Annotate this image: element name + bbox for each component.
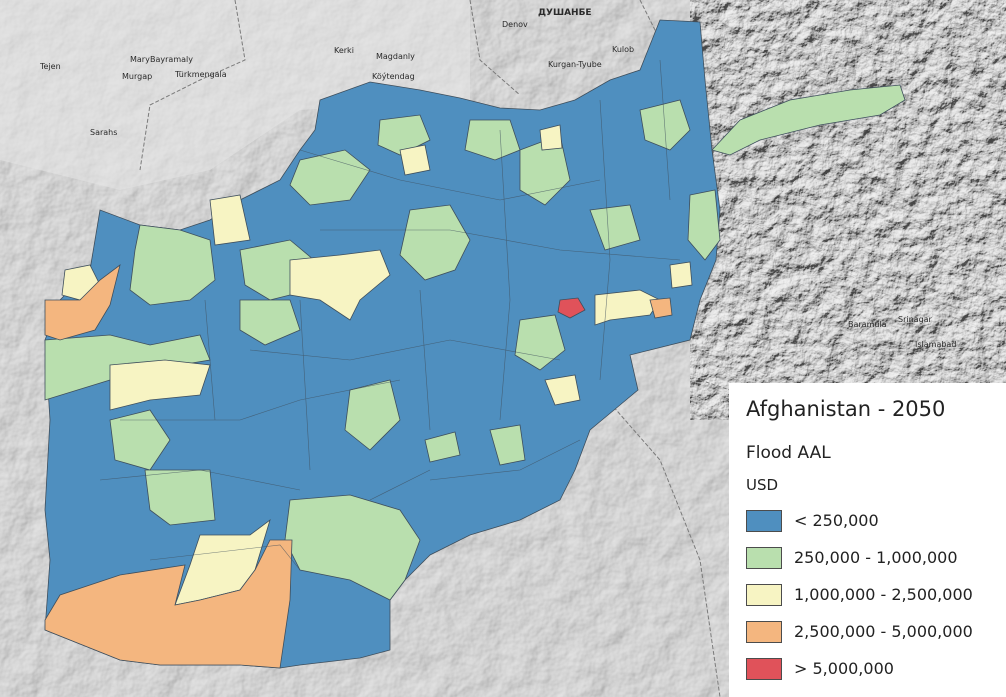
- district-region: [424, 431, 461, 463]
- legend-label: 250,000 - 1,000,000: [794, 548, 958, 567]
- district-region: [399, 144, 431, 176]
- district-region: [594, 289, 661, 326]
- place-label-islamabad: Islamabad: [915, 340, 957, 349]
- district-region: [289, 249, 391, 321]
- district-region: [344, 379, 401, 451]
- district-region: [544, 374, 581, 406]
- legend-label: 2,500,000 - 5,000,000: [794, 622, 973, 641]
- place-label-magdanly: Magdanly: [376, 52, 415, 61]
- legend-swatch: [746, 658, 782, 680]
- place-label-baramula: Baramula: [848, 320, 887, 329]
- district-region: [399, 204, 471, 281]
- plain-light-north: [0, 0, 470, 190]
- legend-swatch: [746, 510, 782, 532]
- place-label-bayramaly: Bayramaly: [150, 55, 193, 64]
- district-region: [109, 409, 171, 471]
- district-region: [687, 189, 721, 261]
- district-region: [489, 424, 526, 466]
- district-region: [44, 264, 121, 341]
- district-region: [239, 299, 301, 346]
- place-label-dushanbe: ДУШАНБЕ: [538, 8, 592, 18]
- district-region: [557, 297, 586, 319]
- place-label-murgap: Murgap: [122, 72, 153, 81]
- place-label-tejen: Tejen: [40, 62, 61, 71]
- place-label-denov: Denov: [502, 20, 528, 29]
- place-label-srinagar: Srinagar: [898, 315, 932, 324]
- district-region: [539, 124, 563, 151]
- place-label-mary: Mary: [130, 55, 150, 64]
- district-region: [589, 204, 641, 251]
- district-region: [711, 84, 906, 156]
- place-label-kulob: Kulob: [612, 45, 635, 54]
- district-region: [129, 224, 216, 306]
- legend-item-gt-5m: > 5,000,000: [746, 658, 1001, 680]
- afghanistan-districts: [44, 19, 906, 669]
- legend-swatch: [746, 621, 782, 643]
- legend-swatch: [746, 547, 782, 569]
- mountain-relief-east: [690, 0, 1006, 420]
- district-region: [284, 494, 421, 601]
- district-region: [109, 359, 211, 411]
- legend-item-2-5m-5m: 2,500,000 - 5,000,000: [746, 621, 1001, 643]
- district-region: [649, 297, 673, 319]
- legend-subtitle: Flood AAL: [746, 443, 831, 463]
- legend-title: Afghanistan - 2050: [746, 397, 946, 421]
- district-region: [514, 314, 566, 371]
- legend-label: < 250,000: [794, 511, 879, 530]
- place-label-kurgan-tyube: Kurgan-Tyube: [548, 60, 602, 69]
- place-label-koytendag: Köýtendag: [372, 72, 415, 81]
- legend-label: > 5,000,000: [794, 659, 894, 678]
- place-label-sarahs: Sarahs: [90, 128, 118, 137]
- legend-label: 1,000,000 - 2,500,000: [794, 585, 973, 604]
- district-region: [464, 119, 521, 161]
- legend-unit: USD: [746, 476, 779, 494]
- district-region: [289, 149, 371, 206]
- district-borders: [99, 59, 681, 571]
- district-region: [639, 99, 691, 151]
- legend-swatch: [746, 584, 782, 606]
- place-label-kerki: Kerki: [334, 46, 354, 55]
- district-region: [669, 261, 693, 289]
- border-line: [139, 0, 881, 697]
- legend-item-250k-1m: 250,000 - 1,000,000: [746, 547, 1001, 569]
- district-region: [209, 194, 251, 246]
- map-legend: Afghanistan - 2050 Flood AAL USD < 250,0…: [729, 383, 1006, 697]
- district-region: [44, 539, 293, 669]
- legend-item-1m-2-5m: 1,000,000 - 2,500,000: [746, 584, 1001, 606]
- legend-item-lt-250k: < 250,000: [746, 510, 1001, 532]
- place-label-turkmengala: Türkmengala: [175, 70, 227, 79]
